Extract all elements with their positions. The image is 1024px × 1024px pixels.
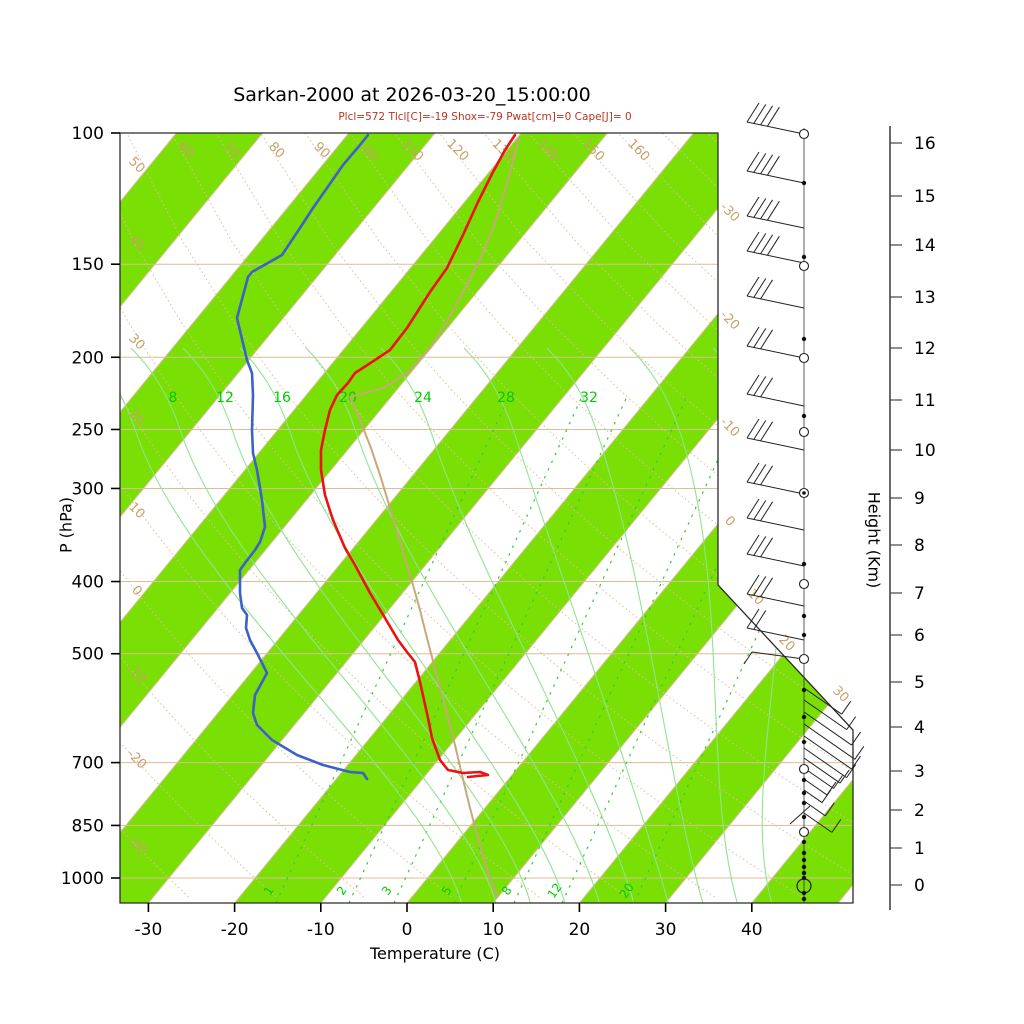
height-tick-label: 4 (914, 718, 925, 738)
height-tick-label: 5 (914, 673, 925, 693)
temperature-tick-label: 40 (741, 920, 763, 940)
pressure-tick-label: 200 (72, 348, 104, 368)
sounding-indices-subtitle: Plcl=572 Tlcl[C]=-19 Shox=-79 Pwat[cm]=0… (338, 111, 632, 123)
height-tick-label: 13 (914, 288, 936, 308)
height-tick-label: 7 (914, 584, 925, 604)
height-tick-label: 6 (914, 626, 925, 646)
dry-adiabat-label: 30 (125, 331, 147, 353)
height-tick-label: 8 (914, 536, 925, 556)
height-tick-label: 3 (914, 762, 925, 782)
wind-profile (743, 102, 865, 903)
pressure-tick-label: 1000 (61, 869, 104, 889)
height-tick-label: 0 (914, 876, 925, 896)
skewt-background (120, 133, 853, 903)
temperature-tick-label: -20 (221, 920, 249, 940)
pressure-tick-label: 500 (72, 645, 104, 665)
dry-adiabat-label: 120 (443, 136, 471, 164)
isotherm-label: 0 (721, 513, 737, 529)
moist-adiabat-label: 24 (414, 390, 432, 406)
height-tick-label: 16 (914, 134, 936, 154)
height-tick-label: 12 (914, 339, 936, 359)
temperature-tick-label: 20 (569, 920, 591, 940)
moist-adiabat-label: 20 (339, 390, 357, 406)
temperature-tick-label: 10 (482, 920, 504, 940)
isotherm-label: 20 (775, 632, 797, 654)
pressure-tick-label: 250 (72, 420, 104, 440)
temperature-axis: -30 -20 -10 0 10 20 30 40 (135, 903, 763, 940)
dry-adiabat-label: 80 (265, 139, 287, 161)
height-tick-label: 15 (914, 187, 936, 207)
parcel-trace (349, 137, 520, 898)
pressure-tick-label: 150 (72, 255, 104, 275)
temperature-axis-title: Temperature (C) (369, 944, 501, 963)
moist-adiabat-label: 12 (216, 390, 234, 406)
height-tick-label: 9 (914, 489, 925, 509)
temperature-tick-label: -30 (135, 920, 163, 940)
dewpoint-trace (235, 133, 370, 781)
temperature-trace (319, 133, 517, 779)
moist-adiabat-label: 8 (169, 390, 178, 406)
height-tick-label: 1 (914, 839, 925, 859)
isotherm-label: -20 (717, 308, 743, 334)
pressure-axis: 100 150 200 250 300 400 500 700 850 1000 (61, 124, 120, 889)
pressure-tick-label: 300 (72, 479, 104, 499)
mixing-ratio-label: 12 (545, 880, 565, 901)
plot-border (119, 132, 854, 904)
pressure-tick-label: 700 (72, 754, 104, 774)
mixing-ratio-label: 2 (334, 884, 350, 898)
dry-adiabat-label: 160 (624, 136, 652, 164)
height-tick-label: 10 (914, 441, 936, 461)
temperature-tick-label: 0 (402, 920, 413, 940)
moist-adiabat-label: 16 (273, 390, 291, 406)
pressure-tick-label: 400 (72, 573, 104, 593)
isotherm-label: 30 (829, 683, 851, 705)
height-tick-label: 2 (914, 801, 925, 821)
pressure-tick-label: 100 (72, 124, 104, 144)
mixing-ratio-label: 3 (379, 884, 395, 898)
page-title: Sarkan-2000 at 2026-03-20_15:00:00 (233, 84, 591, 106)
isotherm-label: -10 (717, 415, 743, 441)
temperature-tick-label: -10 (307, 920, 335, 940)
height-tick-label: 11 (914, 391, 936, 411)
moist-adiabat-label: 28 (497, 390, 515, 406)
moist-adiabat-label: 32 (580, 390, 598, 406)
temperature-tick-label: 30 (655, 920, 677, 940)
height-tick-label: 14 (914, 236, 936, 256)
dry-adiabat-label: -20 (124, 747, 150, 773)
pressure-tick-label: 850 (72, 816, 104, 836)
isotherm-label: -30 (717, 200, 743, 226)
